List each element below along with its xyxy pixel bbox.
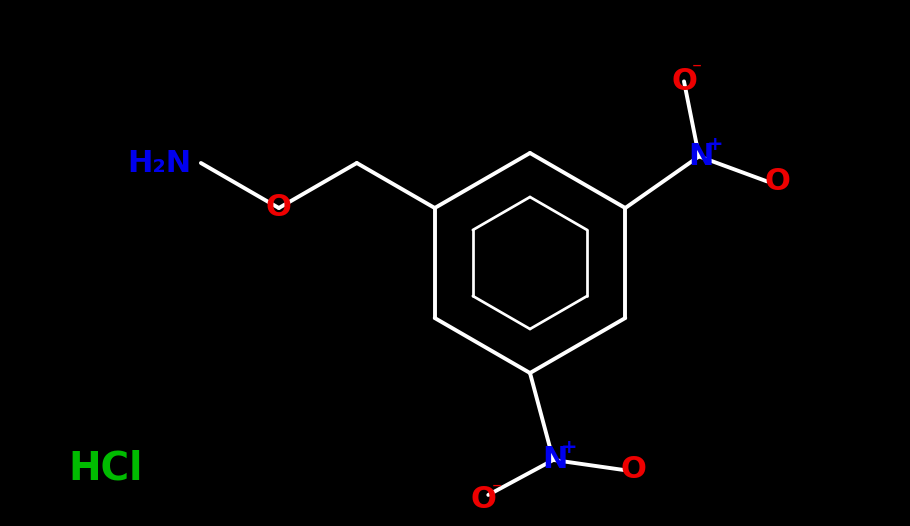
Text: HCl: HCl [68,449,142,487]
Text: ⁻: ⁻ [492,479,502,499]
Text: O: O [621,456,646,484]
Text: +: + [707,135,723,154]
Text: N: N [542,446,568,474]
Text: O: O [266,194,292,222]
Text: O: O [671,67,697,96]
Text: O: O [764,167,790,196]
Text: O: O [470,485,496,514]
Text: H₂N: H₂N [126,148,191,177]
Text: N: N [688,142,713,171]
Text: ⁻: ⁻ [692,60,702,79]
Text: +: + [561,439,578,458]
